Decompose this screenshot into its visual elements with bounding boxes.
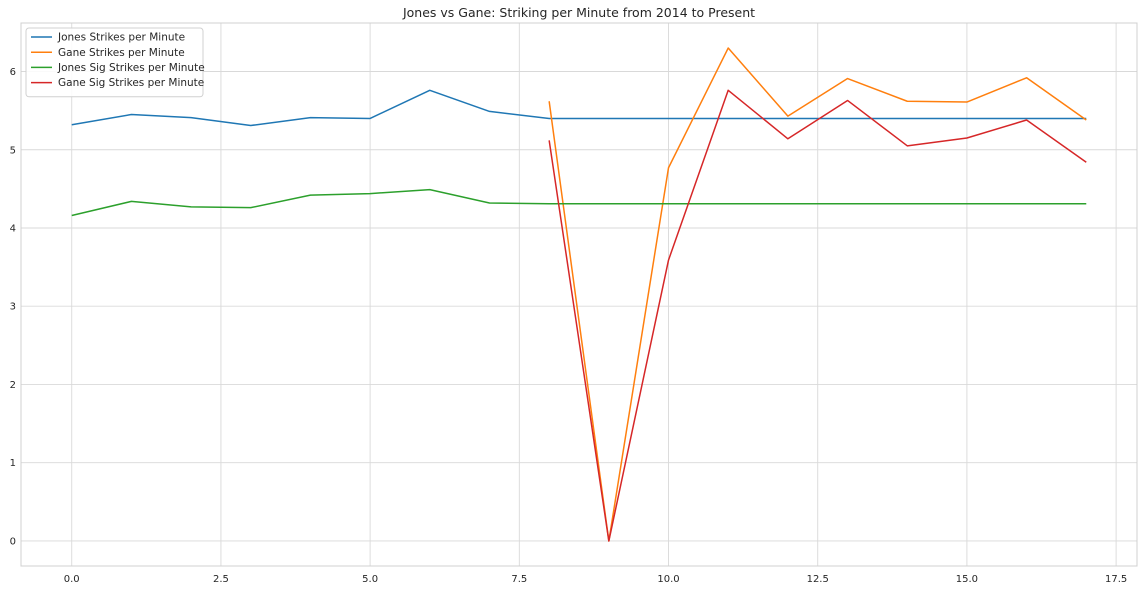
x-tick-label: 15.0: [956, 574, 978, 585]
legend-label: Jones Sig Strikes per Minute: [57, 62, 205, 74]
x-tick-label: 17.5: [1105, 574, 1127, 585]
y-tick-label: 0: [10, 536, 16, 547]
y-tick-label: 3: [10, 302, 16, 313]
series-line-jones-sig-strikes-per-minute: [71, 188, 1087, 217]
series-line-gane-strikes-per-minute: [548, 47, 1087, 542]
legend: Jones Strikes per Minute Gane Strikes per…: [25, 27, 205, 98]
y-tick-label: 2: [10, 380, 16, 391]
tick-labels: 0.0 2.5 5.0 7.5 10.0 12.5 15.0 17.5 0 1 2 3 4 5 6: [10, 67, 1128, 585]
x-tick-label: 0.0: [64, 574, 80, 585]
y-tick-label: 4: [10, 223, 16, 234]
x-tick-label: 10.0: [657, 574, 679, 585]
x-tick-label: 7.5: [511, 574, 527, 585]
series-line-jones-strikes-per-minute: [71, 89, 1087, 127]
chart-title: Jones vs Gane: Striking per Minute from …: [402, 5, 755, 20]
x-tick-label: 12.5: [807, 574, 829, 585]
legend-box: [25, 27, 204, 98]
x-tick-label: 5.0: [362, 574, 378, 585]
plot-frame: [20, 22, 1138, 567]
x-tick-label: 2.5: [213, 574, 229, 585]
series-line-gane-sig-strikes-per-minute: [548, 89, 1087, 542]
y-tick-label: 1: [10, 458, 16, 469]
legend-label: Jones Strikes per Minute: [57, 32, 185, 44]
y-tick-label: 6: [10, 67, 16, 78]
grid-lines: [21, 23, 1137, 566]
y-tick-label: 5: [10, 145, 16, 156]
legend-label: Gane Sig Strikes per Minute: [58, 77, 204, 89]
legend-label: Gane Strikes per Minute: [58, 47, 185, 59]
series-lines: [71, 47, 1087, 542]
